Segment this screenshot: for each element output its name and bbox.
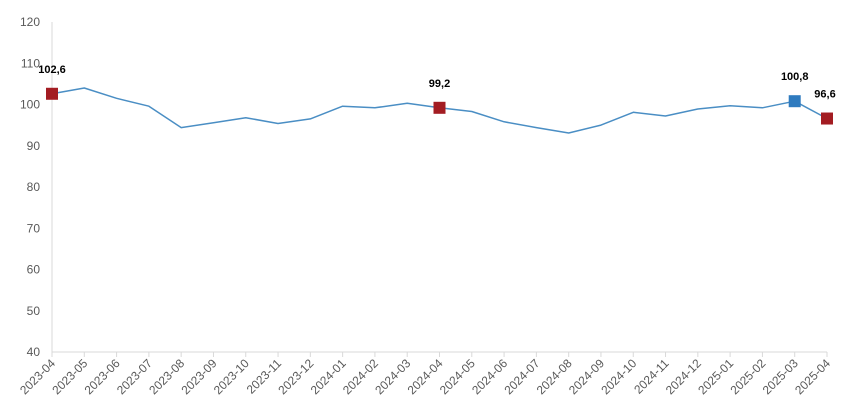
y-tick-label: 120 xyxy=(20,15,40,29)
y-axis: 40 50 60 70 80 90 100 110 120 xyxy=(20,15,53,359)
y-tick-label: 90 xyxy=(27,139,41,153)
highlight-marker xyxy=(821,112,833,125)
data-label: 100,8 xyxy=(781,71,809,83)
highlight-marker xyxy=(788,95,801,108)
y-tick-label: 80 xyxy=(27,180,41,194)
y-tick-label: 40 xyxy=(27,345,41,359)
marker-layer xyxy=(46,87,833,125)
y-tick-label: 110 xyxy=(21,56,40,70)
label-layer: 102,6 99,2 100,8 96,6 xyxy=(38,64,835,101)
data-label: 99,2 xyxy=(429,78,450,90)
y-tick-label: 60 xyxy=(27,263,41,277)
y-tick-label: 50 xyxy=(27,304,41,318)
data-label: 96,6 xyxy=(814,89,835,101)
data-label: 102,6 xyxy=(38,64,66,76)
x-tick-label: 2024-10 xyxy=(598,356,639,397)
y-tick-label: 70 xyxy=(27,221,41,235)
x-axis: 2023-042023-052023-062023-072023-082023-… xyxy=(17,351,833,397)
x-tick-label: 2025-04 xyxy=(792,356,833,397)
y-tick-label: 100 xyxy=(20,98,40,112)
highlight-marker xyxy=(46,87,58,100)
highlight-marker xyxy=(433,101,446,114)
x-tick-label: 2023-10 xyxy=(211,356,252,397)
